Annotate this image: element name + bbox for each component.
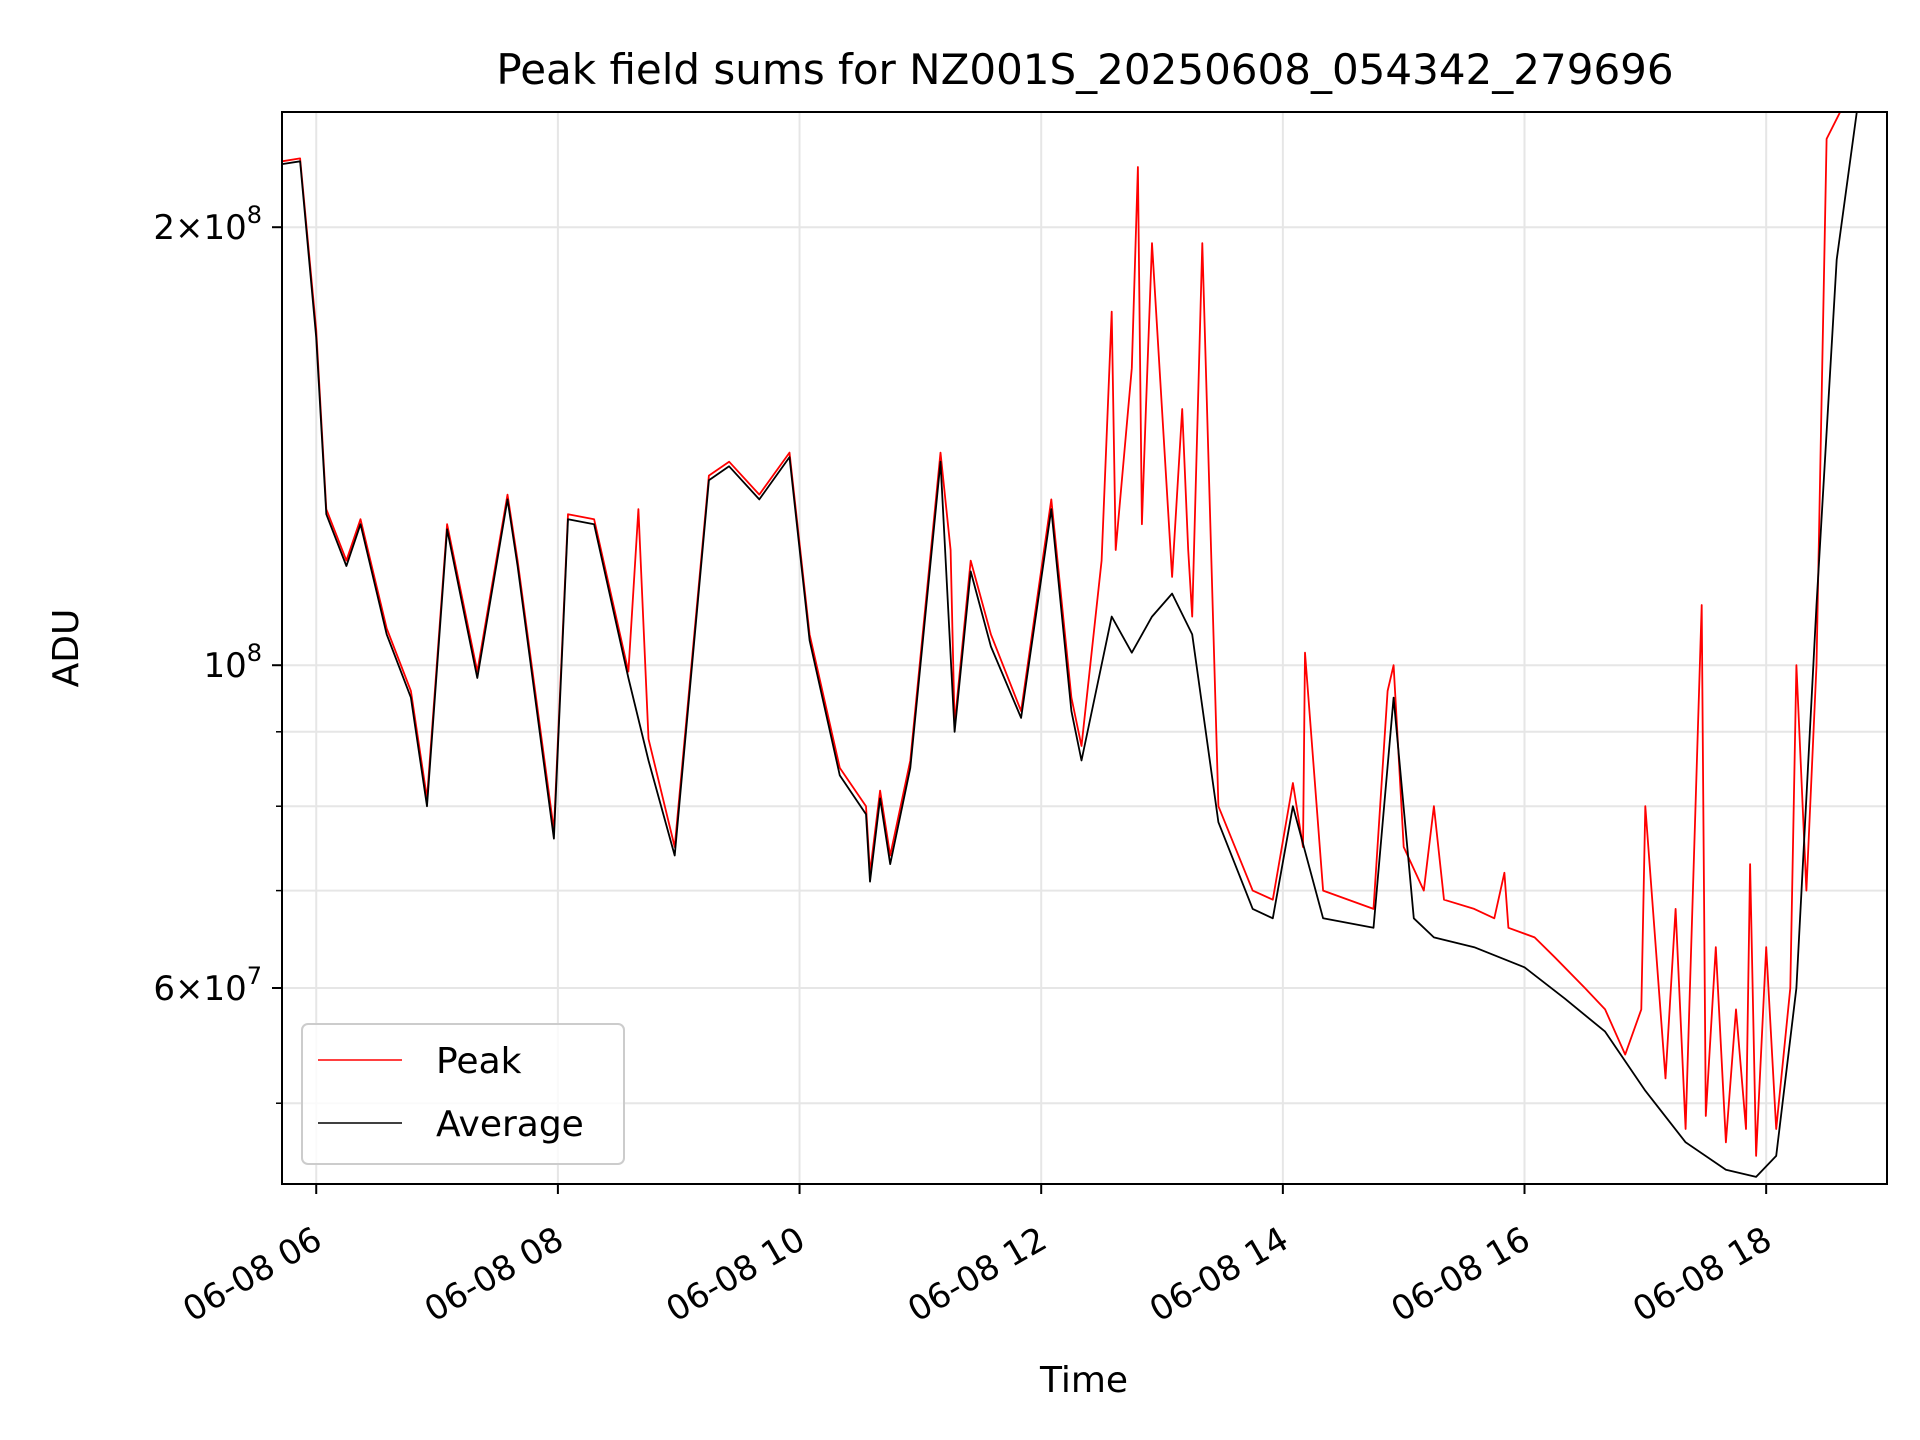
chart-title: Peak field sums for NZ001S_20250608_0543… (496, 45, 1673, 94)
legend-peak-label: Peak (436, 1041, 522, 1082)
y-tick-label: 108 (203, 639, 262, 686)
plot-frame (281, 111, 1888, 1185)
y-axis-label: ADU (46, 609, 87, 688)
average-series-line (282, 112, 1858, 1178)
legend-average-label: Average (436, 1104, 584, 1145)
y-tick-label: 6×107 (153, 962, 262, 1009)
legend-box (301, 1023, 625, 1165)
x-axis-label: Time (1039, 1360, 1128, 1401)
peak-series-line (282, 112, 1842, 1157)
series-layer (282, 112, 1858, 1178)
y-tick-label: 2×108 (153, 201, 262, 248)
y-tick-layer: 2×108 108 6×107 (153, 201, 282, 1104)
legend: Peak Average (301, 1023, 625, 1165)
grid-layer (282, 112, 1887, 1184)
